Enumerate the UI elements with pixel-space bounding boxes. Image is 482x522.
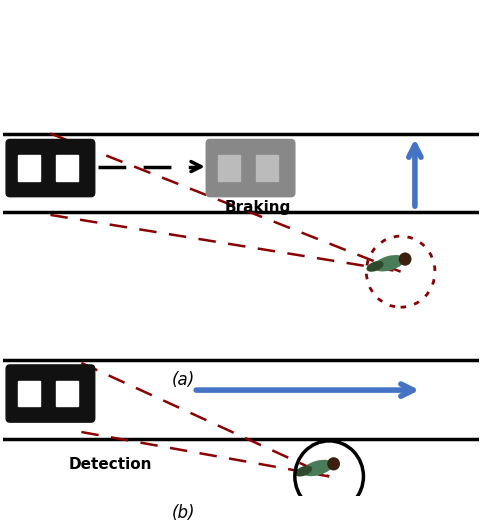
Ellipse shape (374, 255, 405, 271)
Bar (218, 155, 240, 181)
FancyBboxPatch shape (6, 139, 95, 197)
Bar (256, 155, 278, 181)
Bar (56, 155, 78, 181)
Ellipse shape (366, 261, 384, 272)
FancyBboxPatch shape (206, 139, 295, 197)
Bar (56, 381, 78, 406)
Text: Braking: Braking (225, 200, 291, 215)
Text: (b): (b) (172, 504, 196, 522)
Ellipse shape (302, 460, 333, 476)
Bar (18, 155, 40, 181)
Circle shape (399, 253, 412, 266)
Ellipse shape (295, 466, 312, 477)
Bar (18, 381, 40, 406)
Circle shape (327, 457, 340, 470)
FancyBboxPatch shape (6, 365, 95, 422)
Text: Detection: Detection (68, 457, 152, 471)
Text: (a): (a) (172, 371, 196, 389)
